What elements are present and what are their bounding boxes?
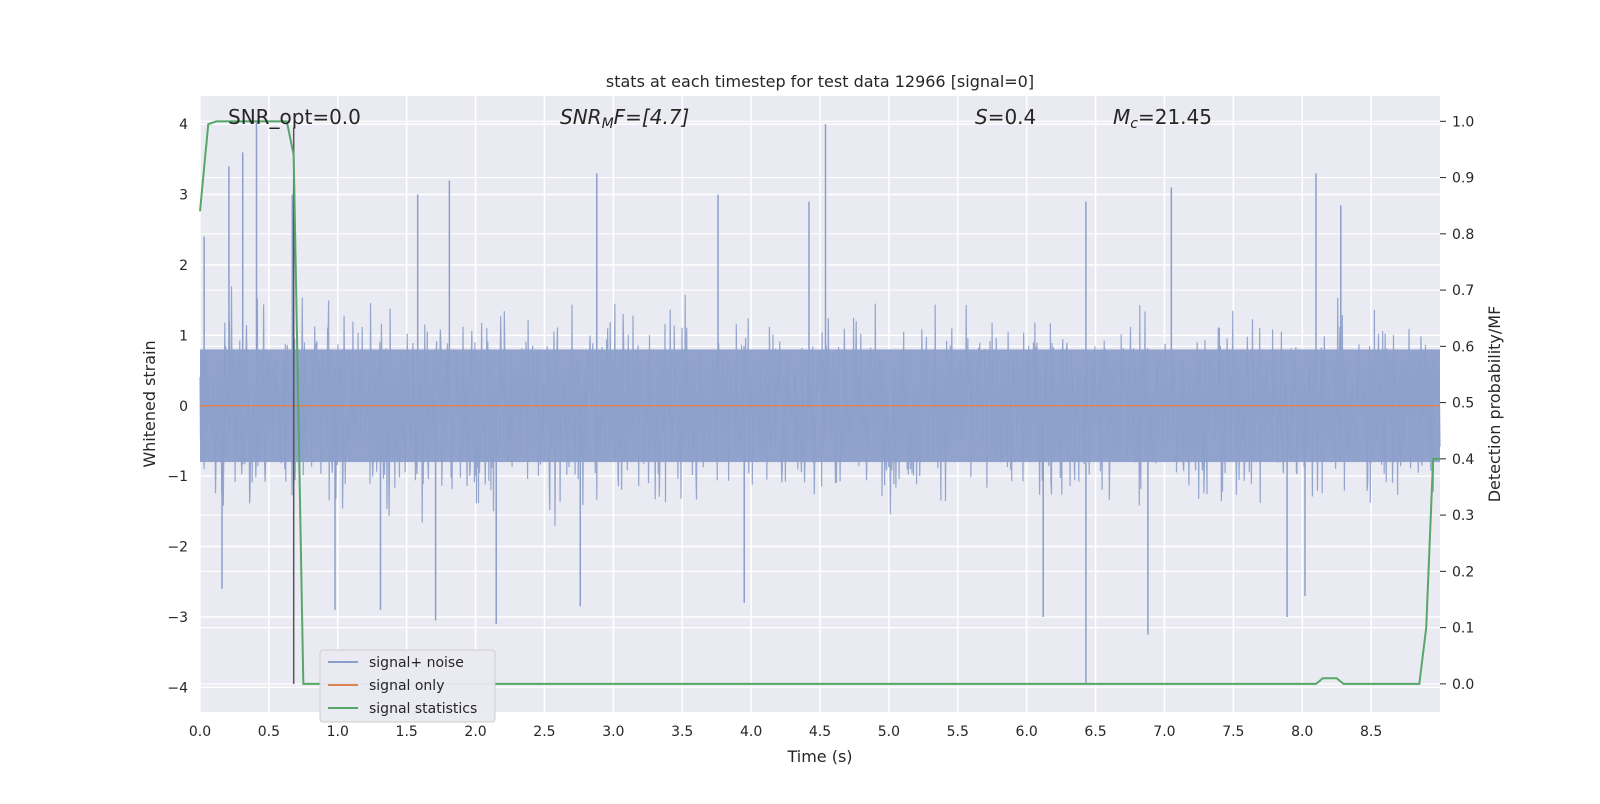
- y-tick-label: −1: [167, 469, 188, 485]
- y2-tick-label: 0.2: [1452, 564, 1474, 580]
- y-axis-label: Whitened strain: [140, 340, 159, 467]
- y-tick-label: −2: [167, 540, 188, 556]
- mc-annotation: Mc=21.45: [1113, 105, 1212, 132]
- y2-tick-label: 0.5: [1452, 396, 1474, 412]
- y-tick-label: 3: [179, 188, 188, 204]
- line-series: [199, 120, 1440, 685]
- x-tick-label: 8.0: [1291, 724, 1313, 740]
- y-tick-label: 0: [179, 399, 188, 415]
- x-tick-label: 7.0: [1153, 724, 1175, 740]
- signal-statistics-line: [199, 120, 1440, 685]
- y-tick-label: 4: [179, 117, 188, 133]
- legend-label-signal: signal only: [369, 678, 444, 694]
- x-tick-label: 4.5: [809, 724, 831, 740]
- s-annotation: S=0.4: [975, 105, 1036, 129]
- y-tick-label: −4: [167, 680, 188, 696]
- s-main: S: [975, 105, 988, 129]
- y2-tick-label: 0.4: [1452, 452, 1474, 468]
- y2-tick-label: 0.1: [1452, 621, 1474, 637]
- x-tick-label: 1.0: [327, 724, 349, 740]
- mc-sub: c: [1130, 116, 1138, 132]
- y2-tick-label: 0.8: [1452, 227, 1474, 243]
- x-tick-label: 4.0: [740, 724, 762, 740]
- legend-box: [319, 649, 496, 723]
- snr-mf-annotation: SNRMF=[4.7]: [560, 105, 689, 132]
- legend-label-noise: signal+ noise: [369, 655, 464, 671]
- legend: signal+ noise signal only signal statist…: [319, 649, 496, 723]
- x-tick-label: 7.5: [1222, 724, 1244, 740]
- x-tick-label: 6.0: [1016, 724, 1038, 740]
- x-tick-label: 3.5: [671, 724, 693, 740]
- y2-tick-label: 0.9: [1452, 171, 1474, 187]
- x-tick-label: 2.5: [533, 724, 555, 740]
- y2-tick-label: 0.3: [1452, 508, 1474, 524]
- snr-mf-rest: F=[4.7]: [614, 105, 690, 129]
- s-rest: =0.4: [988, 105, 1037, 129]
- mc-main: M: [1113, 105, 1130, 129]
- y-tick-label: −3: [167, 610, 188, 626]
- tick-labels: 0.0 0.5 1.0 1.5 2.0 2.5 3.0 3.5 4.0 4.5 5.0 5.5 6.0 6…: [167, 114, 1474, 740]
- x-tick-label: 6.5: [1084, 724, 1106, 740]
- chart-title: stats at each timestep for test data 129…: [606, 72, 1034, 91]
- y2-tick-label: 1.0: [1452, 114, 1474, 130]
- x-tick-label: 0.5: [258, 724, 280, 740]
- x-tick-label: 3.0: [602, 724, 624, 740]
- snr-mf-main: SNR: [560, 105, 602, 129]
- y-tick-label: 1: [179, 328, 188, 344]
- mc-rest: =21.45: [1138, 105, 1212, 129]
- y2-tick-label: 0.7: [1452, 283, 1474, 299]
- x-tick-label: 8.5: [1360, 724, 1382, 740]
- x-tick-label: 2.0: [464, 724, 486, 740]
- snr-opt-annotation: SNR_opt=0.0: [228, 105, 361, 129]
- x-tick-label: 0.0: [189, 724, 211, 740]
- y2-tick-label: 0.0: [1452, 677, 1474, 693]
- x-tick-label: 1.5: [396, 724, 418, 740]
- x-tick-label: 5.5: [947, 724, 969, 740]
- snr-mf-sub: M: [602, 116, 614, 132]
- y-tick-label: 2: [179, 258, 188, 274]
- x-tick-label: 5.0: [878, 724, 900, 740]
- legend-label-statistics: signal statistics: [369, 701, 477, 717]
- y2-tick-label: 0.6: [1452, 339, 1474, 355]
- y2-axis-label: Detection probability/MF: [1485, 306, 1504, 503]
- x-axis-label: Time (s): [786, 747, 852, 766]
